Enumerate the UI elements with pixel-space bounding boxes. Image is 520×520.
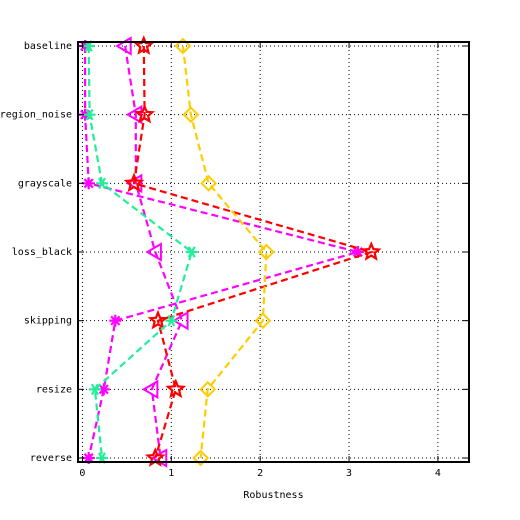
series-layer — [79, 35, 382, 468]
data-point — [165, 314, 178, 327]
y-tick-label: skipping — [24, 316, 72, 327]
data-point — [199, 380, 217, 398]
axis-ticks: 0 1 2 3 4 baseline region_noise grayscale loss_b… — [0, 41, 469, 479]
y-tick-label: reverse — [30, 453, 72, 464]
y-tick-label: loss_black — [12, 247, 72, 258]
data-point — [145, 242, 162, 262]
series-4 — [82, 40, 198, 464]
series-5 — [174, 37, 275, 467]
marker-stroke — [83, 178, 94, 189]
data-point — [134, 103, 156, 124]
y-tick-label: resize — [36, 384, 72, 395]
series-3 — [123, 35, 382, 467]
x-tick-label: 4 — [435, 468, 441, 479]
marker-stroke — [90, 383, 99, 396]
x-tick-label: 1 — [168, 468, 174, 479]
data-point — [88, 383, 101, 396]
data-point — [82, 177, 95, 190]
marker-stroke — [187, 246, 196, 258]
series-1 — [79, 40, 364, 464]
data-point — [254, 312, 272, 330]
y-tick-label: region_noise — [0, 110, 72, 121]
series-line — [132, 45, 376, 459]
data-point — [200, 174, 218, 192]
y-tick-label: baseline — [24, 41, 72, 52]
data-point — [123, 172, 145, 193]
series-line — [181, 45, 268, 459]
x-tick-label: 3 — [346, 468, 352, 479]
marker-stroke — [110, 315, 121, 326]
series-line — [124, 45, 184, 459]
data-point — [257, 243, 275, 261]
x-tick-label: 0 — [79, 468, 85, 479]
data-point — [185, 246, 198, 258]
data-point — [95, 177, 108, 190]
data-point — [109, 314, 122, 327]
y-tick-label: grayscale — [18, 178, 72, 189]
data-point — [115, 36, 132, 56]
data-point — [141, 379, 159, 400]
data-point — [83, 108, 96, 121]
marker-stroke — [167, 314, 176, 327]
data-point — [165, 378, 187, 399]
x-tick-label: 2 — [257, 468, 263, 479]
data-point — [171, 310, 189, 331]
marker-stroke — [85, 108, 94, 121]
data-point — [174, 37, 192, 55]
data-point — [360, 241, 382, 261]
marker-stroke — [98, 384, 109, 395]
x-axis-title: Robustness — [243, 490, 303, 501]
data-point — [192, 449, 210, 467]
data-point — [147, 309, 169, 330]
data-point — [133, 35, 155, 55]
data-point — [182, 106, 200, 124]
marker-stroke — [83, 452, 94, 464]
marker-stroke — [98, 177, 106, 190]
series-2 — [115, 36, 189, 468]
